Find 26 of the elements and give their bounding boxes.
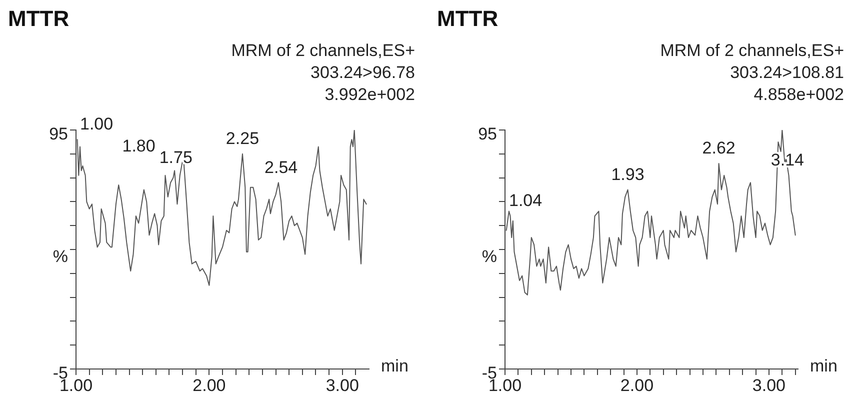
x-axis-title: min (810, 356, 838, 376)
y-tick-label: 95 (478, 124, 497, 144)
annotation: 1.75 (159, 148, 192, 168)
chart-subtitle: MRM of 2 channels,ES+ (660, 40, 844, 62)
chart-title: MTTR (437, 6, 498, 32)
y-tick-label: 95 (49, 124, 68, 144)
text: 3.992e+002 (324, 84, 415, 106)
text: 4.858e+002 (752, 84, 844, 106)
text: 303.24>96.78 (310, 62, 415, 84)
x-tick-label: 3.00 (326, 376, 359, 396)
x-axis-title: min (381, 356, 408, 376)
x-tick-label: 2.00 (192, 376, 226, 396)
annotation: 1.80 (122, 136, 156, 156)
annotation: 2.25 (226, 129, 260, 148)
text: 303.24>108.81 (729, 62, 844, 84)
x-tick-label: 3.00 (752, 376, 786, 396)
chart-title: MTTR (8, 6, 70, 32)
x-tick-label: 2.00 (620, 376, 654, 396)
annotation: 2.54 (264, 158, 298, 177)
y-axis-title: % (482, 247, 497, 266)
annotation: 2.62 (702, 138, 736, 158)
annotation: 1.93 (611, 164, 644, 184)
annotation: 1.04 (508, 191, 542, 210)
annotation: 1.00 (80, 114, 114, 134)
chart-subtitle: MRM of 2 channels,ES+ (231, 40, 415, 62)
y-axis-title: % (52, 247, 68, 266)
